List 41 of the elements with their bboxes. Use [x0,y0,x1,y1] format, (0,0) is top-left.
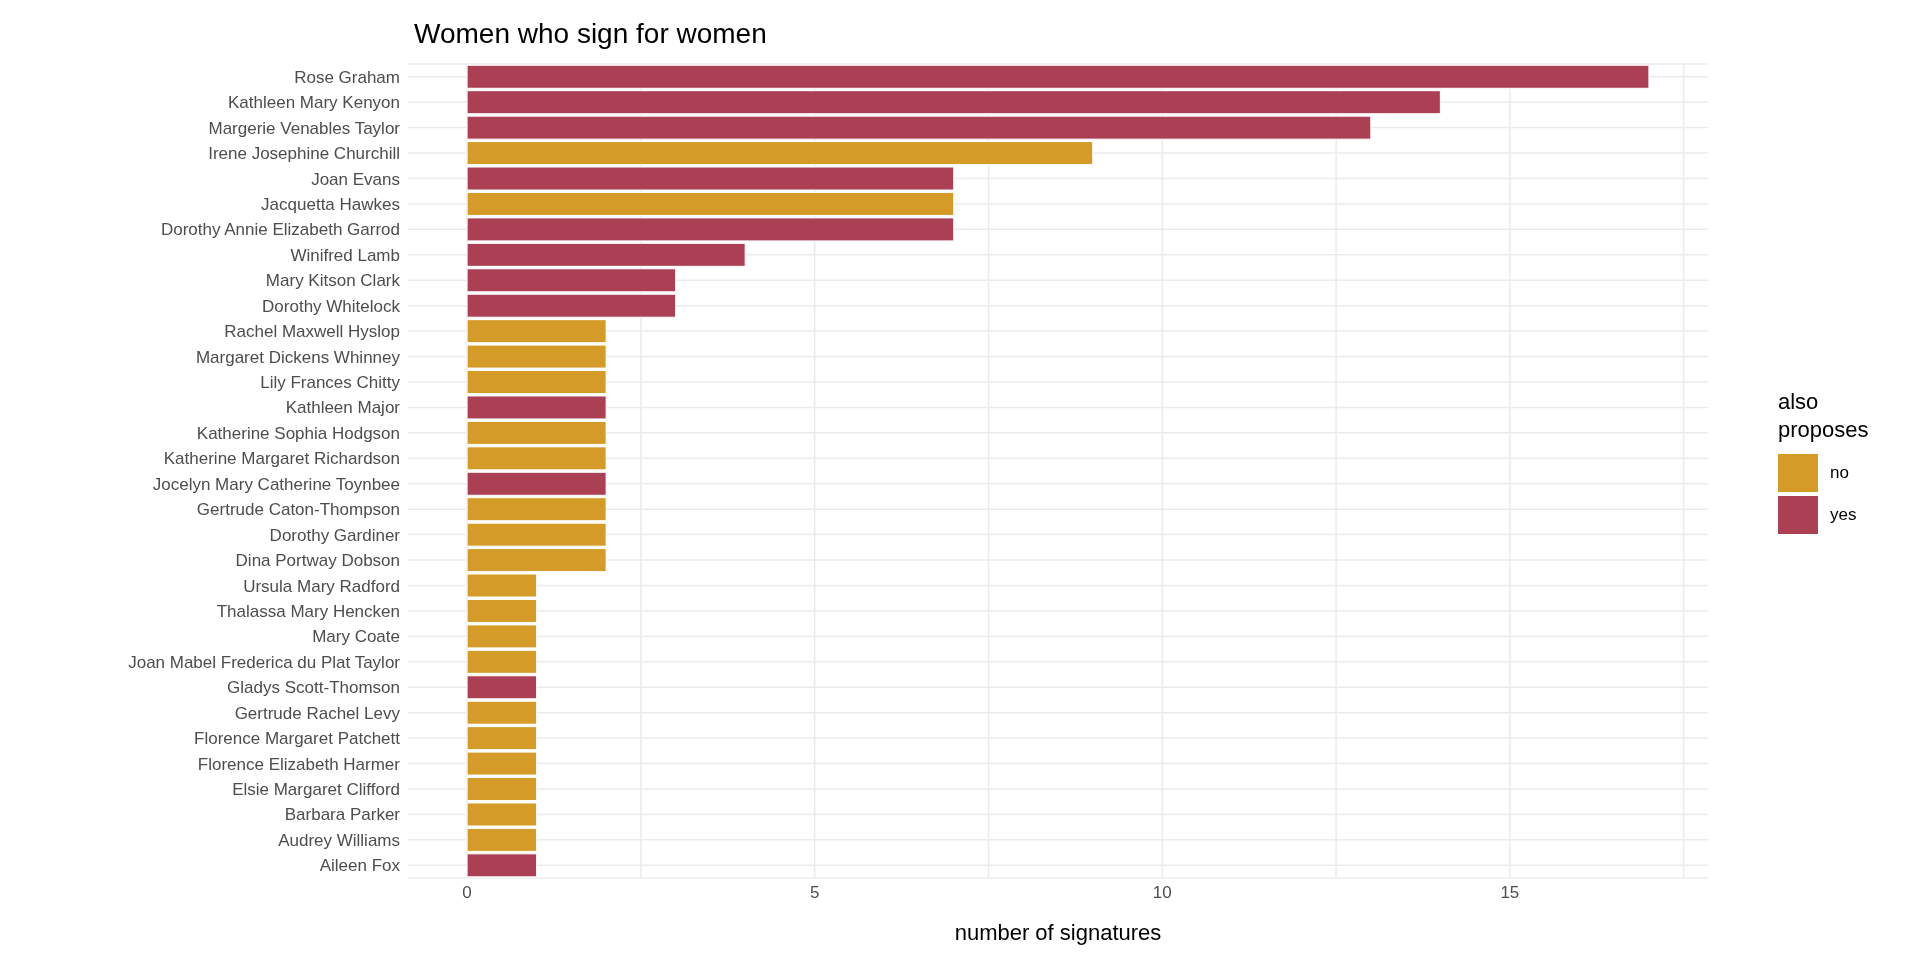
y-tick-label: Lily Frances Chitty [260,373,401,392]
y-tick-label: Florence Elizabeth Harmer [197,754,401,774]
y-tick-label: Audrey Williams [278,830,400,850]
x-tick-label: 5 [809,883,820,903]
legend-title: also proposes [1778,388,1870,444]
y-tick-label: Aileen Fox [319,856,401,876]
y-tick-label: Jacquetta Hawkes [261,194,400,214]
y-tick-label: Joan Evans [311,169,400,189]
y-tick-label: Dorothy Whitelock [262,296,401,316]
y-tick-label: Barbara Parker [284,805,401,825]
y-tick-label: Katherine Margaret Richardson [163,449,400,469]
y-tick-label: Gladys Scott-Thomson [227,678,400,698]
x-tick-label: 10 [1152,883,1172,903]
y-tick-label: Dorothy Annie Elizabeth Garrod [160,220,400,240]
y-tick-label: Kathleen Mary Kenyon [228,93,400,113]
y-tick-label: Gertrude Rachel Levy [234,703,401,723]
x-tick-label: 0 [462,883,472,903]
legend-label: no [1830,463,1849,483]
y-tick-label: Rose Graham [294,67,400,87]
y-tick-label: Elsie Margaret Clifford [232,780,400,799]
x-tick-label: 15 [1500,883,1520,903]
y-tick-label: Winifred Lamb [290,245,400,265]
y-tick-label: Florence Margaret Patchett [194,729,401,749]
y-tick-label: Margaret Dickens Whinney [195,347,401,367]
y-tick-label: Mary Kitson Clark [265,271,401,291]
x-axis-title: number of signatures [954,920,1162,945]
y-tick-label: Mary Coate [312,627,400,647]
y-tick-label: Kathleen Major [285,398,401,418]
y-tick-label: Thalassa Mary Hencken [216,601,400,621]
y-tick-label: Dina Portway Dobson [235,551,400,571]
y-tick-label: Joan Mabel Frederica du Plat Taylor [128,652,401,672]
y-tick-label: Dorothy Gardiner [269,525,401,545]
y-tick-label: Irene Josephine Churchill [208,144,400,164]
y-tick-label: Rachel Maxwell Hyslop [224,322,400,342]
y-tick-label: Gertrude Caton-Thompson [196,500,400,520]
y-tick-label: Jocelyn Mary Catherine Toynbee [152,474,400,494]
y-tick-label: Ursula Mary Radford [243,576,400,596]
y-tick-label: Katherine Sophia Hodgson [196,423,400,443]
chart-title: Women who sign for women [414,18,767,50]
legend-label: yes [1830,505,1857,525]
y-tick-label: Margerie Venables Taylor [208,118,401,138]
